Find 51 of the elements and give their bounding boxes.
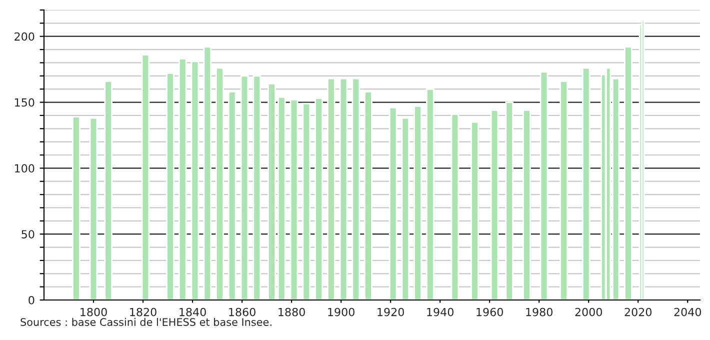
x-tick-label: 1920 (378, 308, 404, 316)
bar (326, 78, 336, 300)
y-tick-label: 150 (14, 98, 34, 107)
bar (302, 102, 311, 300)
bar (582, 67, 590, 300)
bar (178, 58, 187, 300)
bar (72, 116, 80, 300)
bar (364, 91, 372, 300)
bar (339, 78, 348, 300)
bar (352, 78, 360, 300)
bar (141, 54, 150, 300)
bar (560, 80, 568, 300)
bar (89, 117, 98, 300)
bar (414, 106, 422, 300)
bar (240, 75, 249, 300)
bar (505, 102, 514, 300)
bar (624, 46, 632, 300)
bar (522, 109, 531, 300)
x-tick-label: 2000 (575, 308, 602, 316)
x-tick-label: 1960 (476, 308, 503, 316)
x-tick-label: 1840 (180, 308, 206, 316)
x-tick-label: 1880 (278, 308, 305, 316)
x-tick-label: 2040 (674, 308, 702, 316)
y-tick-label: 200 (14, 32, 34, 41)
bar (388, 106, 398, 300)
bar (314, 98, 323, 300)
bar (216, 67, 224, 300)
y-tick-label: 100 (14, 164, 34, 173)
x-tick-label: 1860 (229, 308, 256, 316)
x-tick-label: 1800 (80, 308, 107, 316)
bar (450, 113, 460, 300)
bar (401, 117, 410, 300)
bar (166, 72, 174, 300)
source-note: Sources : base Cassini de l'EHESS et base Insee. (20, 318, 272, 326)
bar (540, 71, 548, 300)
bar (252, 75, 262, 300)
bar (426, 88, 434, 300)
x-tick-label: 1900 (328, 308, 354, 316)
x-tick-label: 1820 (130, 308, 156, 316)
bar (190, 60, 200, 300)
y-tick-label: 50 (22, 230, 34, 238)
bar (290, 98, 298, 300)
x-tick-label: 1940 (427, 308, 454, 316)
y-tick-label: 0 (28, 296, 34, 304)
bar (203, 46, 212, 300)
bar (490, 109, 499, 300)
bar (228, 91, 236, 300)
bar (470, 121, 479, 300)
x-tick-label: 2020 (624, 308, 652, 316)
bar (104, 80, 113, 300)
x-tick-label: 1980 (526, 308, 552, 316)
